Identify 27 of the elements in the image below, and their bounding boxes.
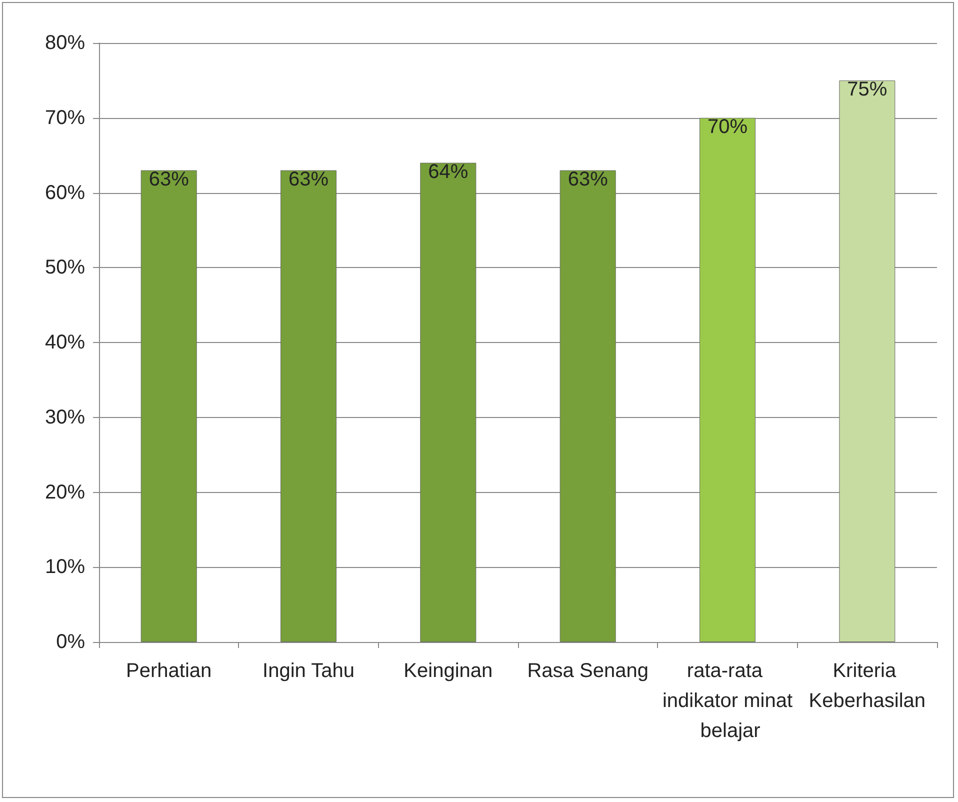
y-tick-label: 10%: [44, 556, 86, 578]
data-label: 63%: [568, 168, 608, 190]
y-tick-label: 30%: [44, 406, 86, 428]
data-label: 63%: [288, 168, 329, 190]
bar: [420, 162, 476, 642]
data-label: 70%: [707, 116, 748, 138]
x-tick-label: Perhatian: [126, 660, 212, 682]
x-tick-label: rata-rata indikator minat belajar: [662, 660, 793, 742]
y-tick-label: 60%: [44, 182, 86, 204]
bar: [280, 170, 336, 642]
bar: [140, 170, 197, 642]
data-label: 63%: [148, 168, 190, 190]
y-tick-label: 40%: [44, 332, 86, 354]
bar: [560, 170, 616, 642]
x-tick-label: Keinginan: [404, 660, 493, 682]
data-label: 75%: [847, 78, 888, 100]
y-tick-label: 80%: [44, 32, 86, 54]
x-tick-label: Rasa Senang: [527, 660, 648, 682]
bar: [839, 80, 896, 642]
y-tick-label: 70%: [44, 106, 86, 129]
x-tick-label: Kriteria Keberhasilan: [808, 660, 926, 712]
data-label: 64%: [428, 160, 468, 183]
y-tick-label: 0%: [56, 631, 86, 653]
y-tick-label: 50%: [44, 256, 86, 279]
x-tick-label: Ingin Tahu: [262, 660, 354, 682]
y-tick-label: 20%: [44, 481, 86, 504]
bar: [700, 118, 756, 642]
